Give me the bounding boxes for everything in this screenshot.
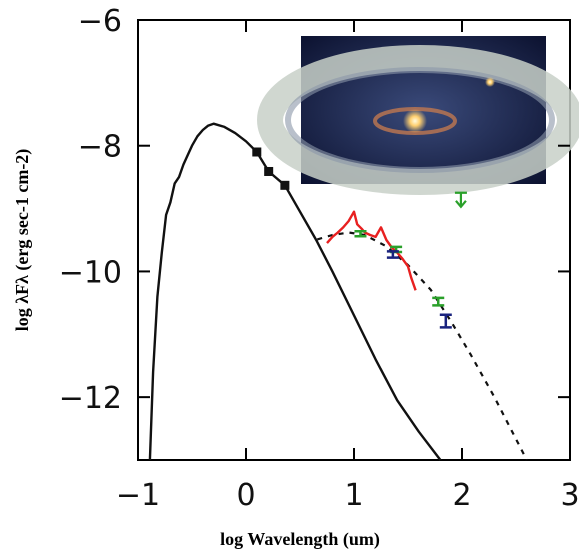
x-tick-label: 3 [560, 478, 579, 513]
series-line [316, 231, 528, 461]
x-tick-label: −1 [116, 478, 160, 513]
series-line [326, 210, 417, 291]
error-bar [354, 229, 367, 238]
data-square [264, 166, 274, 176]
upper-limit [454, 191, 467, 209]
y-axis-label: log λFλ (erg sec-1 cm-2) [12, 149, 33, 332]
y-tick-label: −12 [59, 381, 122, 416]
error-bar [439, 313, 452, 329]
y-tick-label: −8 [78, 130, 122, 165]
x-tick-label: 1 [344, 478, 363, 513]
x-tick-label: 2 [452, 478, 471, 513]
y-tick-label: −6 [78, 4, 122, 39]
inset-image [257, 36, 579, 195]
series-line [148, 122, 442, 461]
x-axis-label: log Wavelength (um) [220, 529, 380, 550]
x-tick-label: 0 [236, 478, 255, 513]
data-square [280, 180, 290, 190]
data-square [252, 147, 262, 157]
error-bar [386, 250, 399, 259]
error-bar [432, 296, 445, 307]
y-tick-label: −10 [59, 255, 122, 290]
